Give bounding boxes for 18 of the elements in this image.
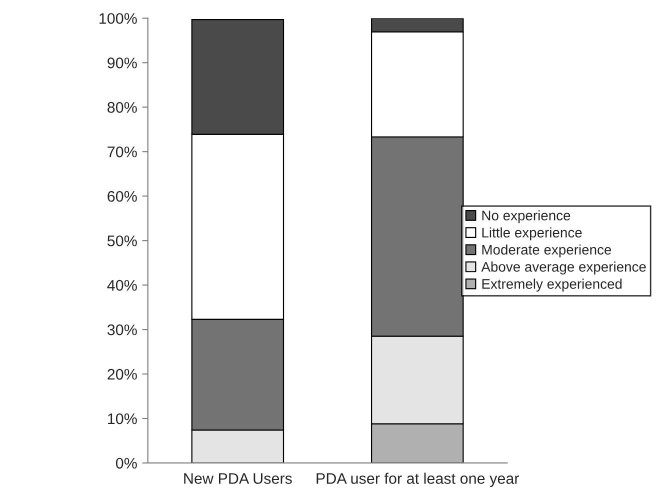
legend-label: No experience <box>482 210 570 224</box>
y-tick-label: 20% <box>108 368 137 380</box>
y-tick-label: 0% <box>116 458 137 469</box>
y-tick-label: 60% <box>108 190 137 202</box>
legend-label: Little experience <box>482 227 582 240</box>
y-tick-label: 80% <box>108 102 137 113</box>
y-tick-label: 50% <box>107 235 137 246</box>
y-tick-label: 10% <box>108 413 137 424</box>
x-tick-label: PDA user for at least one year <box>316 472 520 487</box>
y-tick-label: 100% <box>100 13 137 24</box>
x-tick-label: New PDA Users <box>184 473 292 484</box>
y-tick-label: 30% <box>107 324 137 336</box>
legend-label: Above average experience <box>481 262 646 275</box>
legend-label: Extremely experienced <box>482 278 622 292</box>
y-tick-label: 90% <box>108 58 137 68</box>
legend-label: Moderate experience <box>482 244 612 258</box>
y-tick-label: 70% <box>108 146 137 158</box>
y-tick-label: 40% <box>107 280 137 291</box>
